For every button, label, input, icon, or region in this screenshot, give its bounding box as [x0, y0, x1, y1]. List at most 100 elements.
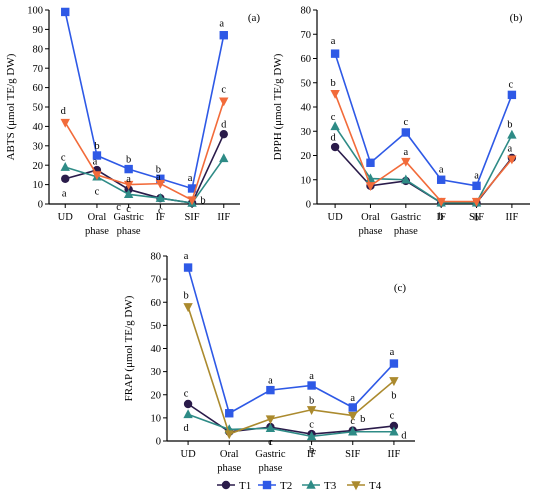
significance-letter: b [183, 290, 188, 301]
x-tick-label: phase [85, 226, 109, 237]
data-point [60, 161, 70, 171]
data-point [123, 180, 134, 190]
data-point [436, 175, 446, 184]
significance-letter: a [309, 371, 314, 382]
y-tick-label: 20 [33, 161, 44, 172]
data-point [471, 197, 482, 207]
data-point [225, 409, 234, 418]
series-t4: d a a c [60, 85, 229, 206]
significance-letter: c [116, 202, 121, 213]
significance-letter: a [184, 251, 189, 262]
significance-letter: c [509, 79, 514, 90]
series-line [187, 413, 394, 438]
significance-letter: a [350, 393, 355, 404]
chart-panel-1: 0 10 20 30 40 50 60 70 80 90 100 UD Oral phase Gastric… [5, 0, 260, 237]
legend-swatch-marker [262, 480, 272, 490]
y-tick-label: 90 [33, 25, 44, 36]
legend-swatch-marker [351, 481, 361, 491]
y-tick-label: 60 [151, 298, 162, 309]
data-point [507, 129, 517, 139]
significance-letter: b [156, 164, 161, 175]
data-point [507, 90, 517, 100]
x-tick-label: SIF [469, 212, 484, 223]
x-tick-label: phase [359, 226, 383, 237]
significance-letter: b [360, 414, 365, 425]
data-point [183, 399, 193, 409]
x-tick-label: SIF [345, 449, 360, 460]
data-point [219, 129, 228, 139]
data-point [306, 406, 317, 415]
significance-letter: c [184, 389, 189, 400]
significance-letter: b [439, 211, 444, 222]
series-line [64, 11, 225, 190]
data-point [401, 174, 411, 184]
y-tick-label: 100 [27, 6, 43, 17]
y-tick-label: 0 [306, 200, 311, 211]
series-t2: a c a a c [331, 36, 517, 191]
series-t4: b a a [330, 78, 517, 207]
y-tick-label: 70 [301, 30, 312, 41]
series-line [65, 133, 225, 204]
significance-letter: a [60, 0, 65, 2]
series-t4: b b b b [183, 290, 399, 440]
significance-letter: a [93, 157, 98, 168]
chart-panel-2: 0 10 20 30 40 50 60 70 80 UD Oral phase Gastric phase… [272, 6, 530, 237]
y-tick-label: 50 [301, 78, 312, 89]
data-point [389, 377, 399, 387]
x-tick-label: Gastric [255, 449, 286, 460]
series-line [334, 93, 513, 203]
x-tick-label: IF [437, 212, 446, 223]
data-point [187, 184, 197, 193]
series-t1: d [330, 133, 517, 207]
panel-label: (a) [248, 12, 261, 24]
x-tick-label: Oral [220, 449, 239, 460]
series-line [187, 267, 395, 415]
y-tick-label: 50 [151, 321, 162, 332]
data-point [348, 411, 358, 421]
y-tick-label: 60 [301, 54, 312, 65]
significance-letter: c [95, 186, 100, 197]
significance-letter: b [126, 155, 131, 166]
data-point [472, 181, 481, 191]
data-point [155, 179, 166, 189]
significance-letter: c [403, 117, 408, 128]
significance-letter: b [507, 119, 512, 130]
x-tick-label: IIF [217, 212, 230, 223]
data-point [348, 403, 357, 412]
panel-label: (b) [510, 12, 523, 24]
data-point [219, 97, 229, 107]
data-point [155, 192, 166, 202]
data-point [183, 409, 193, 419]
significance-letter: a [439, 164, 444, 175]
y-axis-title: DPPH (μmol TE/g DW) [272, 53, 284, 160]
data-point [219, 31, 228, 40]
data-point [389, 359, 399, 368]
significance-letter: b [391, 390, 396, 401]
y-tick-label: 0 [38, 200, 43, 211]
data-point [224, 430, 234, 440]
significance-letter: b [474, 212, 479, 223]
x-tick-label: phase [258, 463, 282, 474]
significance-letter: a [390, 347, 395, 358]
panel-label: (c) [394, 282, 407, 294]
y-tick-label: 30 [301, 127, 312, 138]
significance-letter: a [508, 144, 513, 155]
significance-letter: a [268, 376, 273, 387]
significance-letter: d [61, 106, 67, 117]
significance-letter: c [309, 420, 314, 431]
data-point [92, 151, 102, 160]
data-point [389, 426, 399, 436]
data-point [61, 174, 70, 183]
y-tick-label: 60 [33, 83, 44, 94]
legend-swatch-marker [221, 480, 231, 490]
x-tick-label: phase [217, 463, 241, 474]
x-tick-label: phase [117, 226, 141, 237]
significance-letter: d [183, 423, 189, 434]
data-point [61, 7, 70, 17]
data-point [219, 153, 229, 163]
data-point [187, 196, 197, 206]
significance-letter: b [309, 445, 314, 456]
data-point [156, 174, 165, 183]
y-tick-label: 80 [301, 6, 312, 17]
